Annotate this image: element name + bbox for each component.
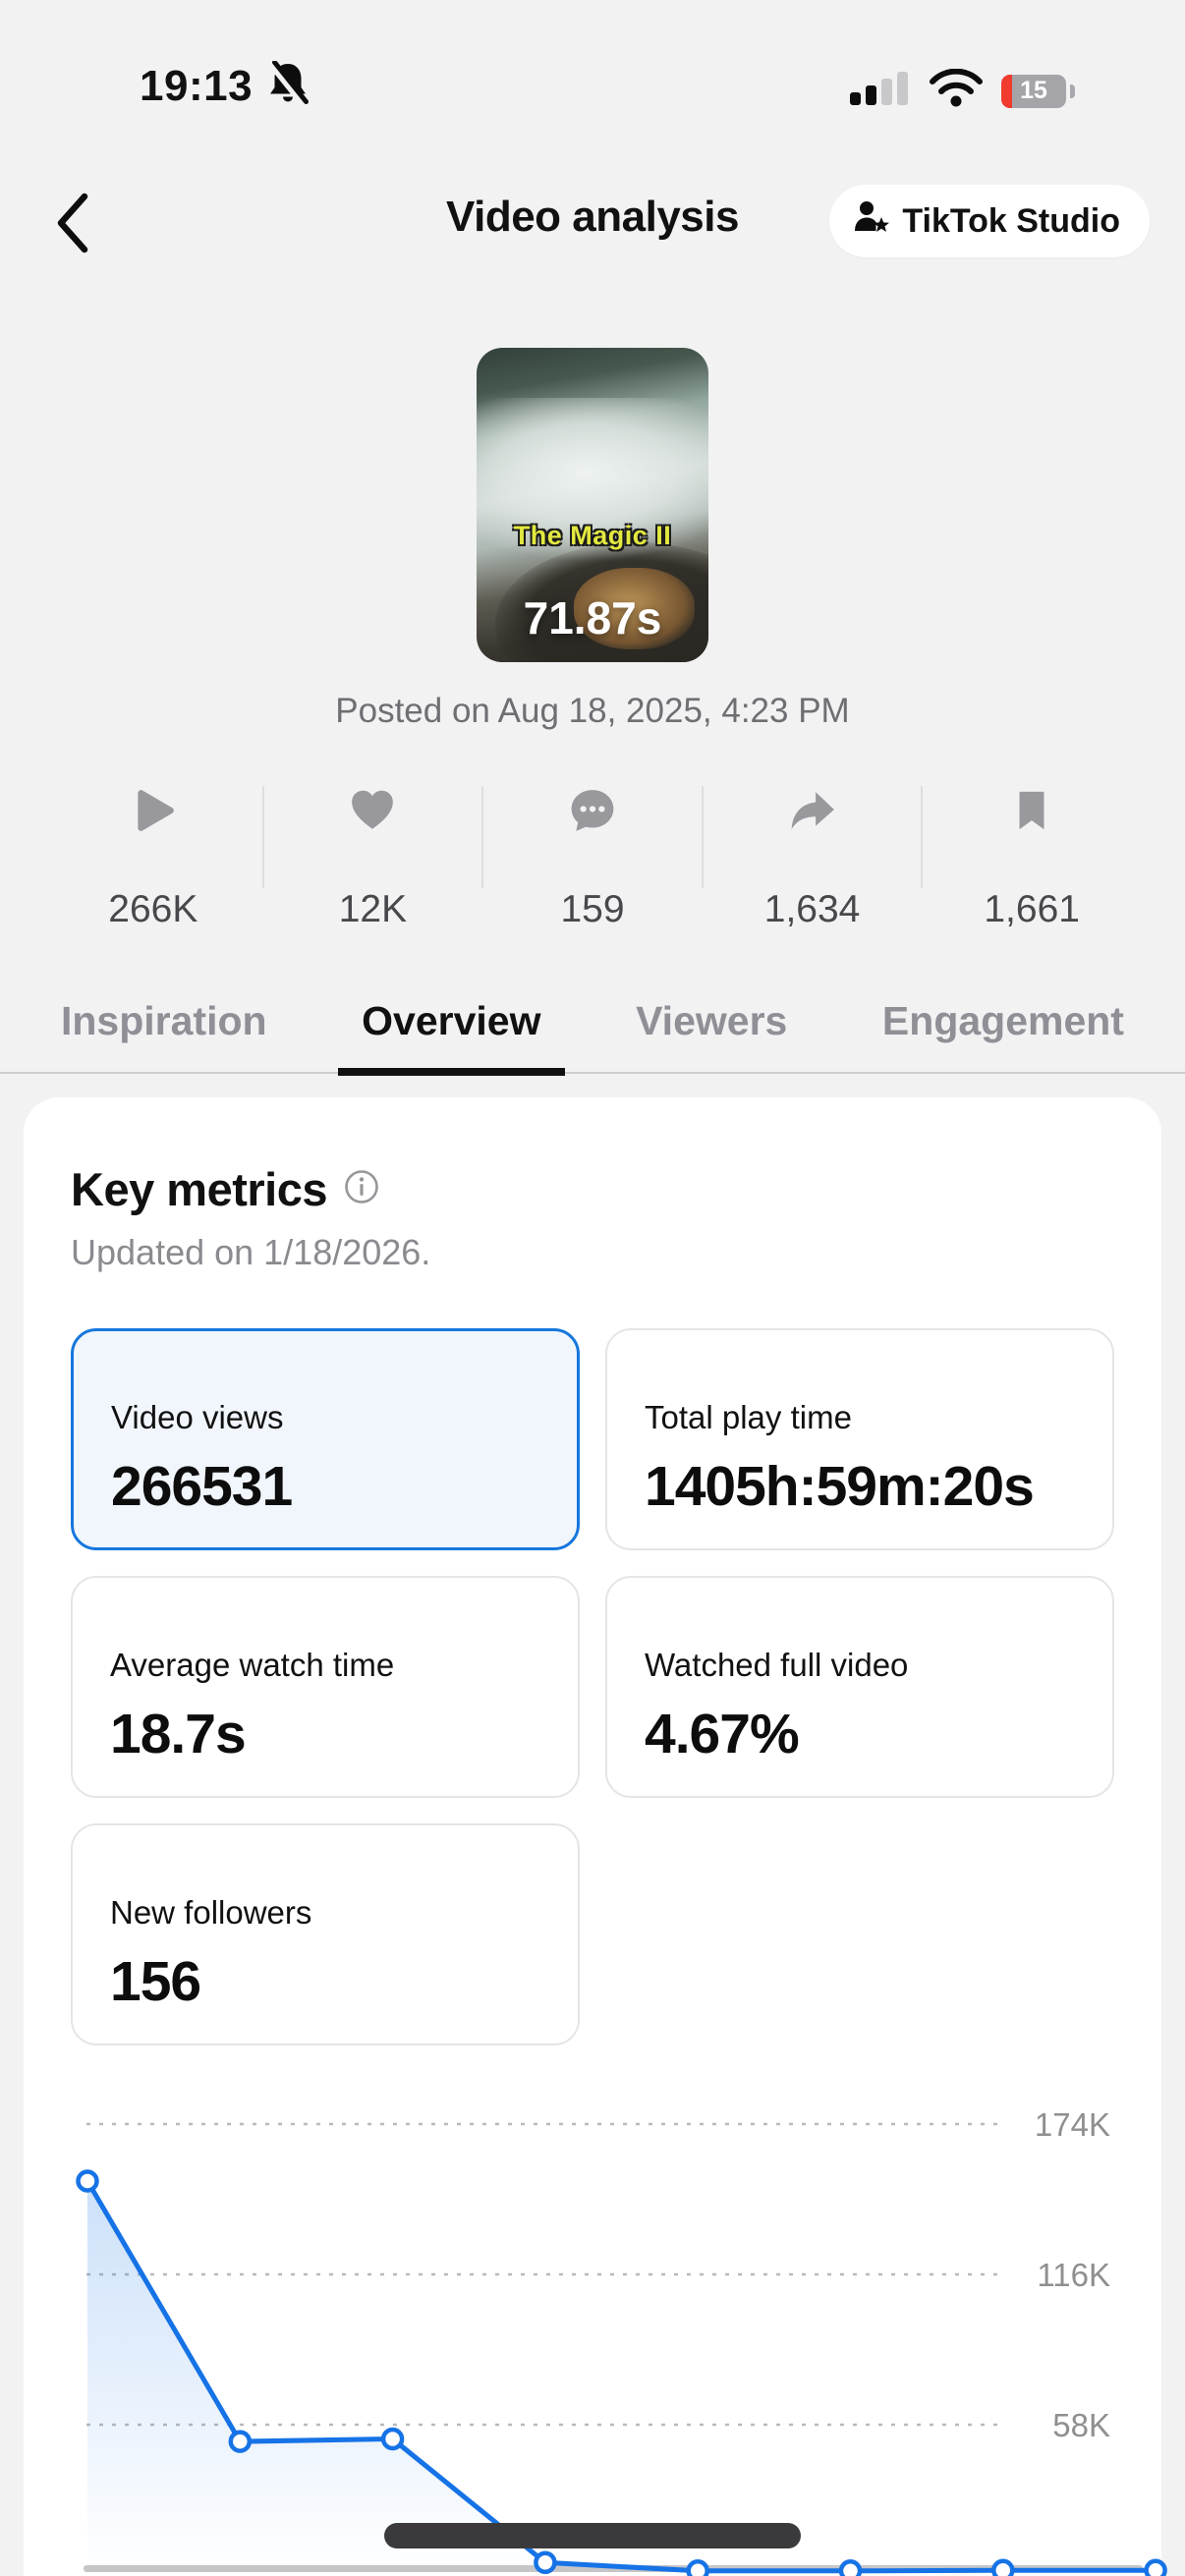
posted-date: Posted on Aug 18, 2025, 4:23 PM [335,692,850,730]
key-metrics-title: Key metrics [71,1163,328,1215]
metric-value: 1405h:59m:20s [645,1455,1035,1518]
metric-value: 266531 [111,1455,293,1518]
divider [481,786,484,888]
metric-card-total-play-time[interactable]: Total play time 1405h:59m:20s [605,1328,1114,1550]
metric-value: 156 [110,1950,201,2013]
divider [921,786,924,888]
battery-percent: 15 [1020,77,1047,104]
share-icon [787,782,838,839]
metric-cards: Video views 266531 Total play time 1405h… [71,1328,1114,2045]
battery-fill-red [1001,74,1012,108]
page-title: Video analysis [446,193,739,241]
heart-icon [347,782,398,839]
svg-text:116K: 116K [1037,2257,1110,2293]
divider [701,786,704,888]
info-icon[interactable] [343,1168,380,1210]
svg-text:174K: 174K [1035,2106,1110,2143]
overview-panel: Key metrics Updated on 1/18/2026. Video … [24,1097,1161,2576]
person-star-icon [853,198,890,245]
metric-value: 18.7s [110,1703,247,1765]
stat-likes-value: 12K [338,888,408,930]
thumbnail-cake-art [574,568,695,650]
cellular-signal-icon [850,71,911,111]
svg-text:58K: 58K [1052,2407,1110,2443]
metric-label: Average watch time [110,1647,395,1683]
stat-views: 266K [44,774,262,931]
header: Video analysis TikTok Studio [0,185,1185,263]
back-button[interactable] [49,191,96,257]
video-views-line-chart[interactable]: 174K 116K 58K [0,2102,1185,2576]
tab-viewers[interactable]: Viewers [636,998,787,1072]
battery-cap [1070,84,1075,98]
metric-card-video-views[interactable]: Video views 266531 [71,1328,580,1550]
tab-inspiration[interactable]: Inspiration [61,998,267,1072]
tab-engagement[interactable]: Engagement [882,998,1124,1072]
metric-label: Video views [111,1399,284,1435]
tiktok-studio-label: TikTok Studio [902,201,1120,240]
battery-indicator: 15 [1001,74,1066,108]
comment-icon [567,782,618,839]
tab-overview[interactable]: Overview [338,998,565,1076]
metric-label: Watched full video [645,1647,909,1683]
metric-card-watched-full-video[interactable]: Watched full video 4.67% [605,1576,1114,1798]
thumbnail-caption: The Magic II [513,521,672,550]
stat-comments-value: 159 [560,888,625,930]
metric-label: New followers [110,1894,312,1931]
home-indicator[interactable] [384,2523,801,2548]
notifications-muted-icon [266,60,310,111]
bookmark-icon [1009,782,1054,839]
video-duration: 71.87s [523,592,662,644]
play-icon [129,782,178,839]
metric-card-average-watch-time[interactable]: Average watch time 18.7s [71,1576,580,1798]
metric-label: Total play time [645,1399,852,1435]
status-bar: 19:13 [0,60,1185,130]
stat-likes: 12K [264,774,482,931]
stat-comments: 159 [483,774,702,931]
stat-saves-value: 1,661 [984,888,1080,930]
video-thumbnail[interactable]: The Magic II 71.87s [477,348,708,662]
clock: 19:13 [140,61,254,110]
tiktok-studio-button[interactable]: TikTok Studio [829,185,1150,257]
stat-views-value: 266K [108,888,198,930]
stat-saves: 1,661 [923,774,1141,931]
stats-row: 266K 12K 159 1,634 [44,774,1141,931]
metric-value: 4.67% [645,1703,800,1765]
stat-shares: 1,634 [704,774,922,931]
stat-shares-value: 1,634 [763,888,861,930]
updated-date: Updated on 1/18/2026. [71,1232,431,1272]
thumbnail-smoke-art [477,398,708,562]
tab-bar: Inspiration Overview Viewers Engagement [0,982,1185,1076]
metric-card-new-followers[interactable]: New followers 156 [71,1823,580,2045]
wifi-icon [929,68,984,113]
divider [261,786,264,888]
